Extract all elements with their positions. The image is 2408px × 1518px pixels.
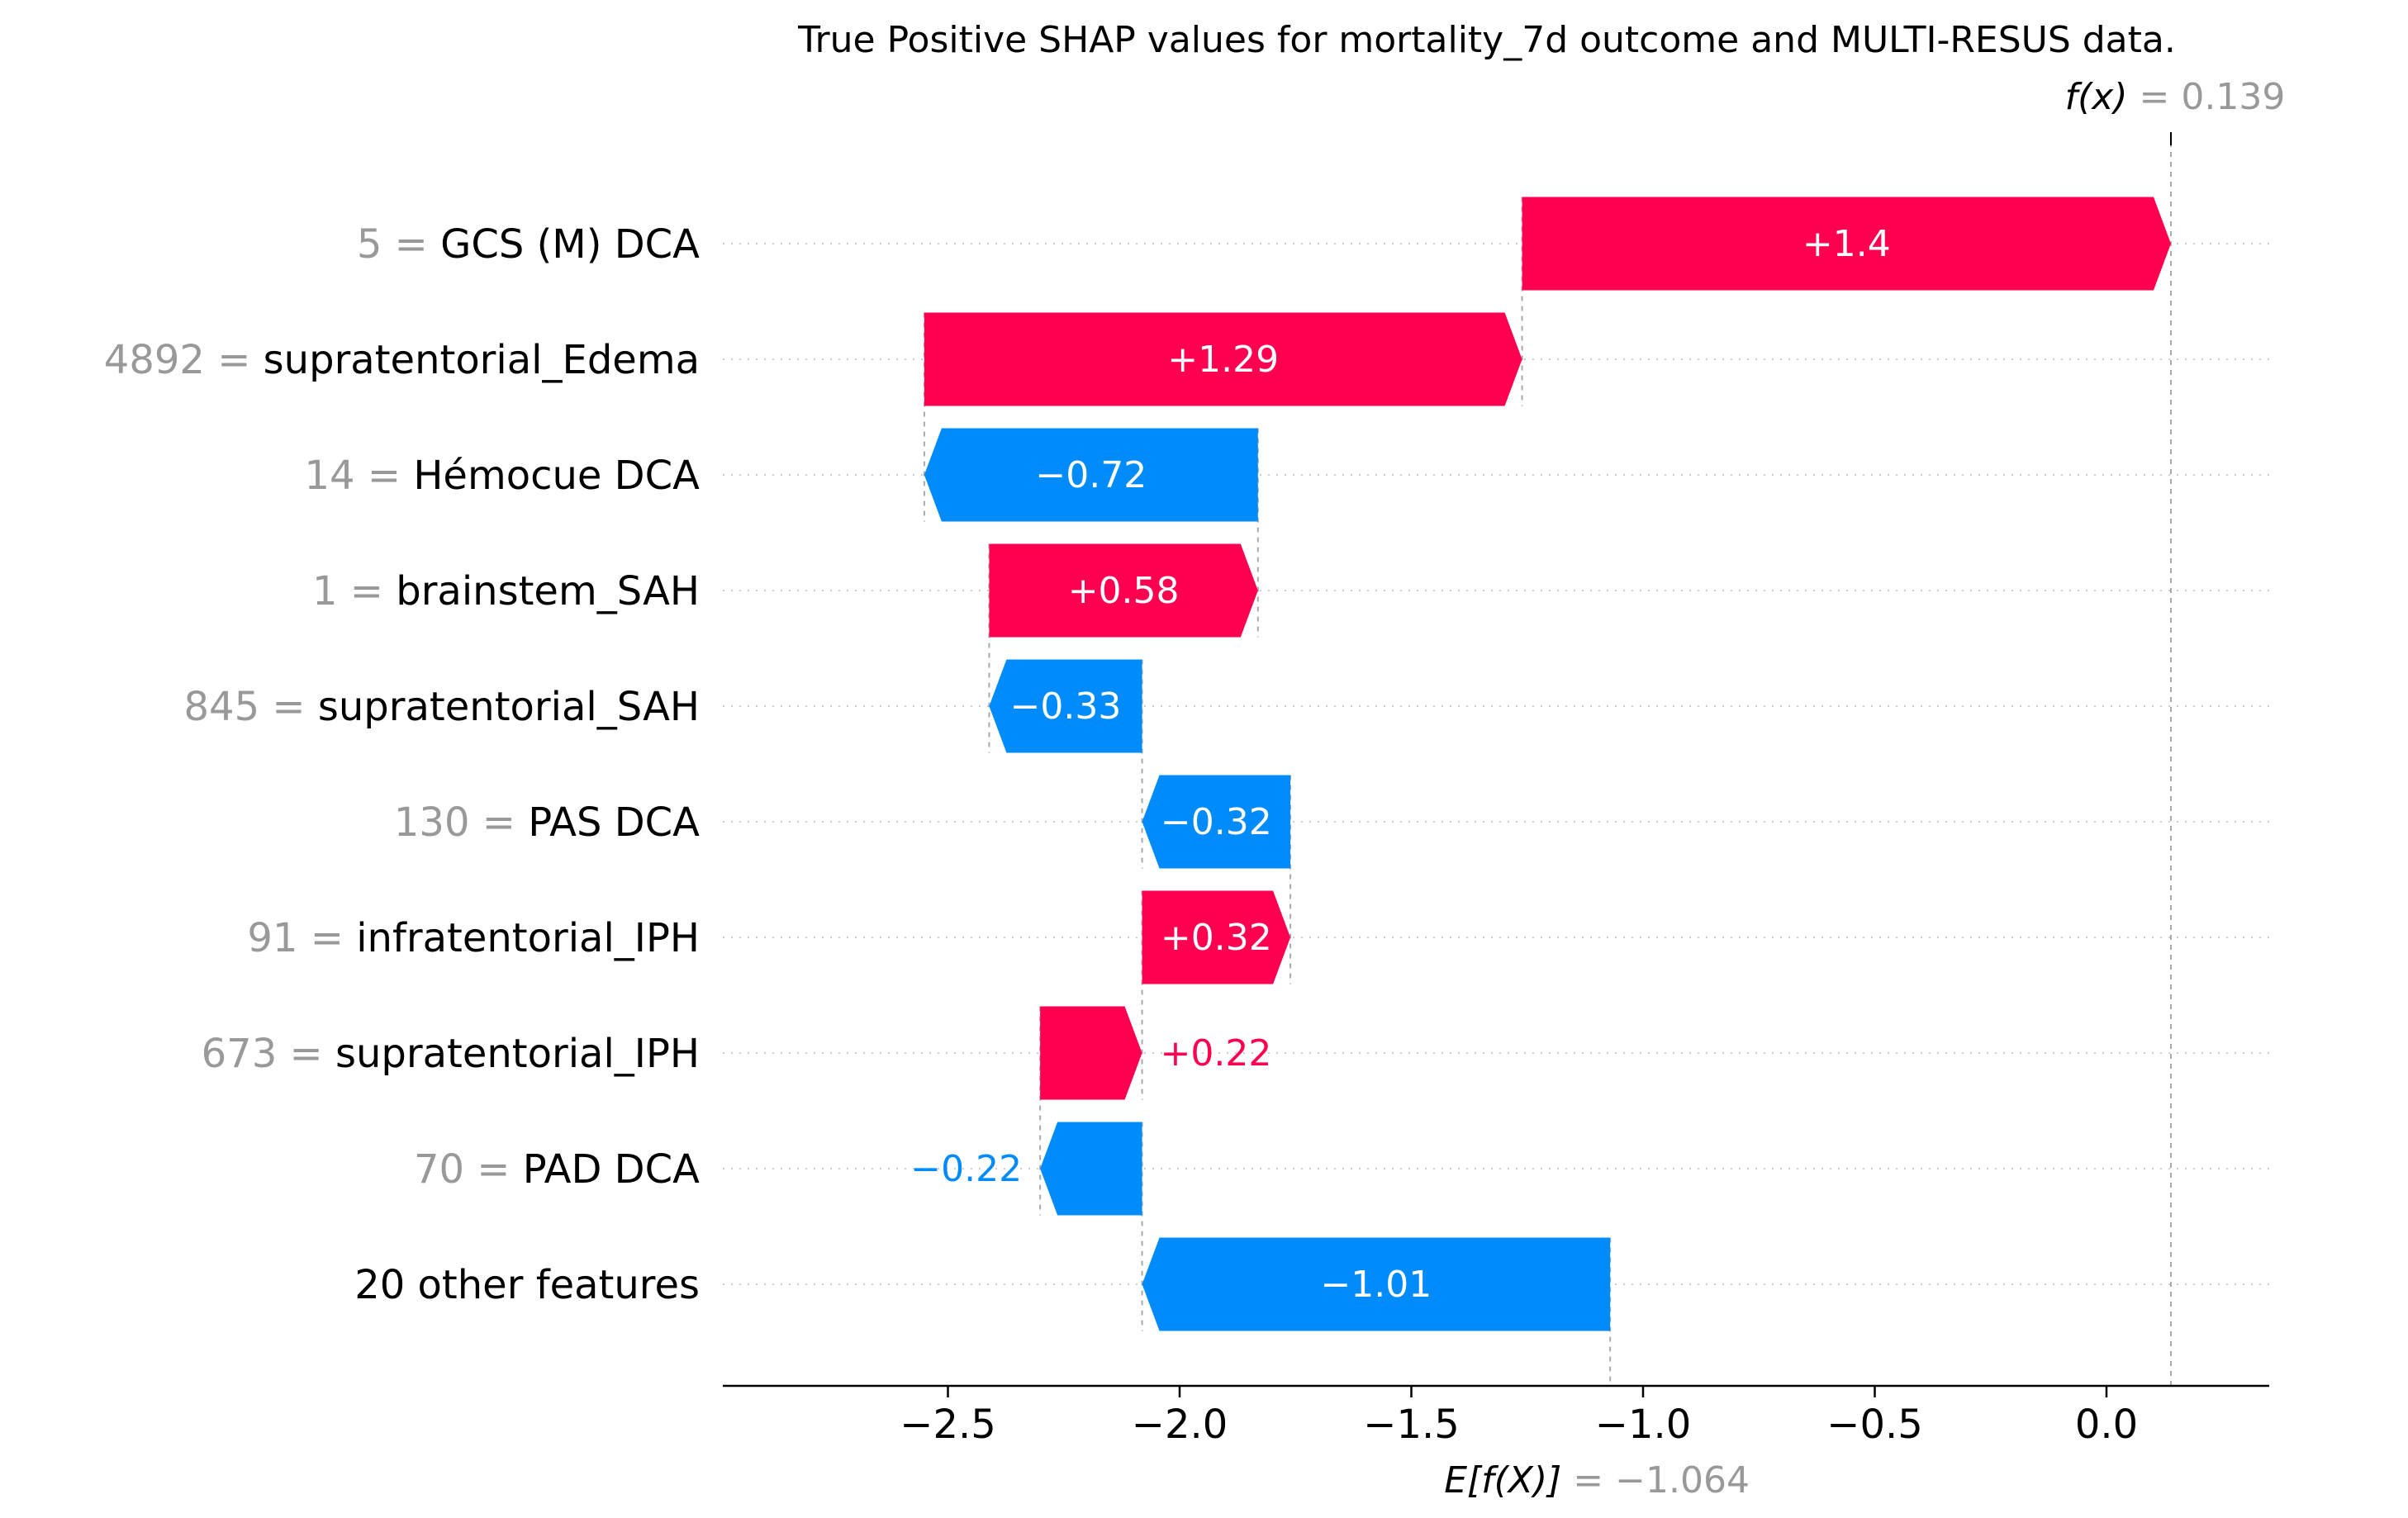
bar-value-label-8: −0.22 <box>910 1148 1022 1190</box>
bars <box>924 197 2171 1331</box>
efx-value: −1.064 <box>1615 1459 1750 1501</box>
feature-value-2: 14 = <box>305 453 414 499</box>
fx-eq: = <box>2128 76 2182 118</box>
feature-name-2: Hémocue DCA <box>413 453 700 499</box>
grid-lines <box>723 243 2269 1285</box>
feature-value-3: 1 = <box>312 568 396 614</box>
feature-name-1: supratentorial_Edema <box>264 337 700 383</box>
efx-eq: = <box>1561 1459 1615 1501</box>
feature-name-5: PAS DCA <box>528 799 700 846</box>
feature-name-6: infratentorial_IPH <box>356 915 700 961</box>
feature-value-0: 5 = <box>357 221 440 268</box>
feature-label-2: 14 = Hémocue DCA <box>305 453 701 499</box>
x-tick-label-1: −2.0 <box>1132 1402 1228 1448</box>
feature-labels: +1.4 5 = GCS (M) DCA +1.29 4892 = supratent… <box>104 221 1891 1308</box>
bar-9 <box>1142 1237 1611 1331</box>
x-tick-label-0: −2.5 <box>900 1402 996 1448</box>
bar-0 <box>1522 197 2171 291</box>
bar-7 <box>1040 1006 1142 1100</box>
feature-label-4: 845 = supratentorial_SAH <box>184 684 700 730</box>
bar-value-label-1: +1.29 <box>1167 339 1279 381</box>
x-tick-label-4: −0.5 <box>1826 1402 1923 1448</box>
bar-value-label-0: +1.4 <box>1802 223 1891 265</box>
feature-label-6: 91 = infratentorial_IPH <box>247 915 700 961</box>
feature-label-0: 5 = GCS (M) DCA <box>357 221 700 268</box>
bar-value-label-2: −0.72 <box>1035 454 1147 496</box>
feature-value-7: 673 = <box>202 1031 335 1077</box>
bar-value-label-3: +0.58 <box>1068 570 1180 612</box>
x-tick-label-5: 0.0 <box>2075 1402 2138 1448</box>
x-tick-label-2: −1.5 <box>1363 1402 1460 1448</box>
bar-value-label-6: +0.32 <box>1161 917 1272 959</box>
efx-label: E[f(X)] = −1.064 <box>1444 1459 1750 1501</box>
bar-5 <box>1142 775 1291 869</box>
x-tick-label-3: −1.0 <box>1595 1402 1692 1448</box>
feature-value-6: 91 = <box>247 915 356 961</box>
feature-value-1: 4892 = <box>104 337 264 383</box>
efx-name: E[f(X)] <box>1444 1459 1561 1501</box>
bar-4 <box>989 659 1142 753</box>
feature-label-3: 1 = brainstem_SAH <box>312 568 700 614</box>
feature-value-5: 130 = <box>394 799 528 846</box>
chart-title: True Positive SHAP values for mortality_… <box>797 19 2176 61</box>
fx-name: f(x) <box>2065 76 2128 118</box>
bar-8 <box>1040 1122 1142 1216</box>
feature-value-4: 845 = <box>184 684 318 730</box>
feature-label-1: 4892 = supratentorial_Edema <box>104 337 700 383</box>
feature-name-9: 20 other features <box>354 1262 700 1308</box>
feature-label-9: 20 other features <box>354 1262 700 1308</box>
bar-2 <box>924 428 1258 522</box>
feature-value-8: 70 = <box>414 1146 523 1193</box>
bar-value-label-7: +0.22 <box>1161 1032 1272 1074</box>
feature-name-3: brainstem_SAH <box>396 568 700 614</box>
x-axis: −2.5 −2.0 −1.5 −1.0 −0.5 0.0 <box>723 1384 2269 1448</box>
bar-value-label-9: −1.01 <box>1320 1264 1432 1306</box>
fx-value: 0.139 <box>2181 76 2285 118</box>
feature-name-4: supratentorial_SAH <box>318 684 700 730</box>
bar-6 <box>1142 890 1291 984</box>
fx-label: f(x) = 0.139 <box>2065 76 2286 118</box>
bar-1 <box>924 312 1522 406</box>
feature-name-7: supratentorial_IPH <box>335 1031 700 1077</box>
bar-value-label-5: −0.32 <box>1161 801 1272 843</box>
feature-label-5: 130 = PAS DCA <box>394 799 700 846</box>
bar-value-label-4: −0.33 <box>1010 685 1122 728</box>
feature-name-8: PAD DCA <box>523 1146 700 1193</box>
feature-label-8: 70 = PAD DCA <box>414 1146 700 1193</box>
bar-3 <box>989 543 1258 638</box>
feature-name-0: GCS (M) DCA <box>440 221 700 268</box>
feature-label-7: 673 = supratentorial_IPH <box>202 1031 700 1077</box>
